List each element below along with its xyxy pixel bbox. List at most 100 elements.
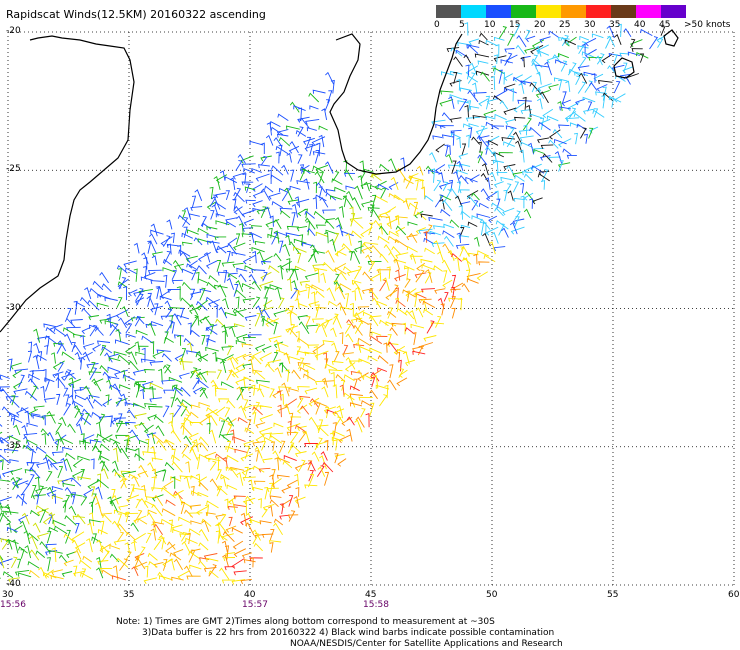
wind-barb [241, 181, 254, 186]
wind-barb [306, 220, 311, 236]
wind-barb [40, 385, 46, 399]
wind-barb [145, 496, 156, 501]
wind-barb [273, 230, 280, 244]
wind-barb [71, 492, 76, 505]
wind-barb [289, 185, 301, 190]
wind-barb [247, 386, 262, 391]
wind-barb [235, 363, 245, 371]
wind-barb [333, 280, 338, 292]
wind-barb [268, 335, 282, 343]
wind-barb [311, 291, 316, 307]
wind-barb [64, 370, 76, 380]
wind-barb [174, 353, 185, 362]
wind-barb [119, 478, 127, 488]
wind-barb [304, 217, 316, 230]
wind-barb [45, 326, 56, 335]
wind-barb [337, 302, 347, 316]
wind-barb [514, 174, 525, 182]
wind-barb [229, 499, 237, 513]
wind-barb [134, 382, 146, 389]
wind-barb [224, 407, 231, 418]
wind-barb [190, 485, 195, 496]
wind-barb [191, 269, 197, 281]
wind-barb [173, 558, 183, 571]
wind-barb [467, 221, 478, 227]
wind-barb [15, 494, 28, 505]
wind-barb [196, 300, 208, 311]
wind-barb [540, 117, 545, 130]
wind-barb [477, 154, 488, 166]
wind-barb [261, 533, 274, 538]
wind-barb [139, 497, 149, 509]
wind-barb [121, 306, 129, 317]
wind-barb [34, 476, 40, 490]
wind-barb [252, 441, 263, 447]
wind-barb [164, 336, 174, 343]
wind-barb [96, 556, 102, 570]
wind-barb [403, 178, 414, 185]
wind-barb [325, 249, 335, 263]
wind-barb [280, 261, 292, 270]
wind-barb [38, 351, 43, 361]
wind-barb [132, 402, 146, 409]
wind-barb [535, 89, 550, 98]
legend-tick: 20 [534, 20, 546, 30]
wind-barb [283, 455, 297, 462]
wind-barb [404, 359, 416, 367]
wind-barb [166, 219, 173, 230]
wind-barb [125, 344, 137, 354]
wind-barb [163, 480, 174, 490]
wind-barb [0, 510, 6, 523]
wind-barb [286, 423, 301, 431]
wind-barb [286, 431, 297, 436]
wind-barb [75, 513, 86, 525]
wind-barb [10, 477, 19, 488]
wind-barb [188, 528, 201, 536]
wind-barb [260, 260, 272, 265]
wind-barb [286, 225, 299, 230]
wind-barb [331, 178, 343, 185]
wind-barb [477, 141, 482, 153]
wind-barb [48, 512, 55, 526]
wind-barb [546, 55, 561, 64]
wind-barb [260, 271, 272, 281]
wind-barb [295, 290, 300, 301]
wind-barb [0, 554, 4, 561]
wind-barb [135, 351, 145, 356]
wind-barb [12, 477, 21, 491]
wind-barb [150, 446, 156, 460]
wind-barb [261, 440, 267, 451]
wind-barb [443, 223, 455, 229]
wind-barb [580, 127, 587, 139]
wind-barb [51, 569, 63, 576]
longitude-label: 45 [365, 590, 377, 600]
wind-barb [53, 342, 64, 347]
wind-barb [504, 48, 515, 53]
wind-barb [314, 267, 328, 272]
wind-barb [371, 331, 382, 336]
wind-barb [476, 213, 491, 218]
wind-barb [120, 393, 128, 406]
wind-barb [394, 238, 408, 248]
wind-barb [64, 317, 76, 328]
wind-barb [147, 509, 157, 515]
wind-barb [491, 65, 497, 76]
wind-barb [454, 195, 463, 207]
wind-barb [198, 482, 209, 491]
wind-barb [208, 429, 217, 444]
wind-barb [375, 384, 390, 390]
wind-barb [264, 486, 269, 500]
wind-barb [481, 163, 489, 176]
wind-barb [496, 198, 501, 209]
wind-barb [205, 346, 219, 352]
wind-barb [394, 297, 399, 309]
wind-barb [258, 383, 270, 389]
wind-barb [187, 229, 199, 235]
wind-barb [238, 273, 247, 283]
wind-barb [107, 496, 113, 507]
wind-barb [179, 533, 191, 538]
wind-barb [123, 439, 129, 453]
wind-barb [388, 192, 400, 201]
wind-barb [29, 549, 40, 561]
wind-barb [118, 317, 127, 329]
